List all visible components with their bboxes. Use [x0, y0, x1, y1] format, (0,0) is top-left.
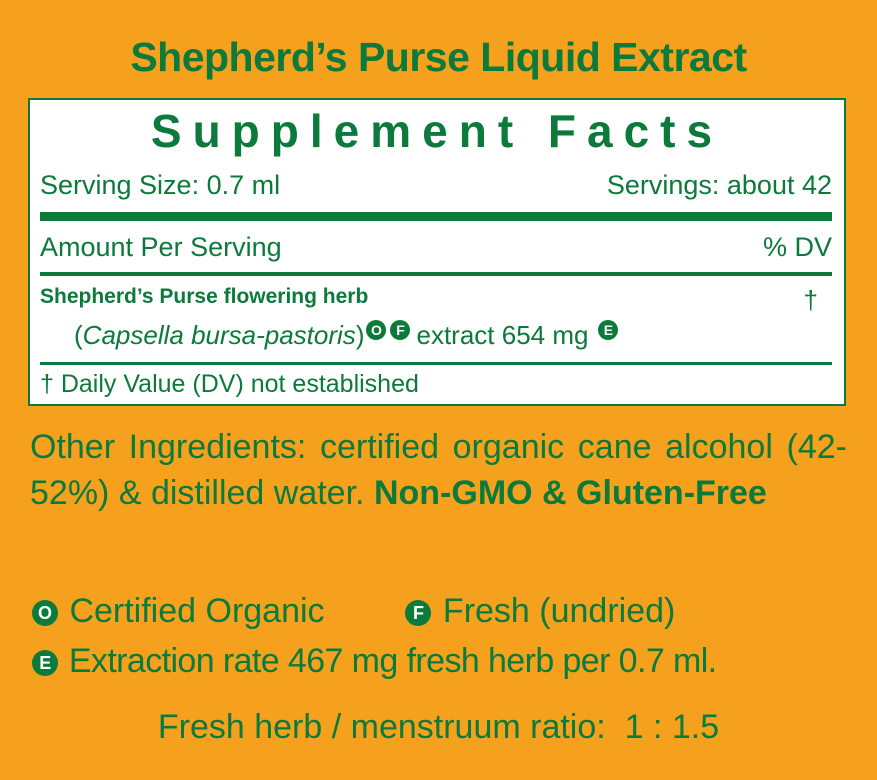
dv-header: % DV — [762, 232, 832, 262]
legend-row-2: E Extraction rate 467 mg fresh herb per … — [30, 642, 717, 681]
herb-menstruum-ratio: Fresh herb / menstruum ratio: 1 : 1.5 — [157, 708, 720, 746]
fresh-icon: F — [405, 600, 432, 627]
non-gmo-statement: Non-GMO & Gluten-Free — [373, 474, 767, 512]
fresh-icon: F — [390, 320, 411, 340]
ingredient-name: Shepherd’s Purse flowering herb — [40, 285, 369, 308]
divider — [40, 362, 832, 365]
extraction-icon: E — [32, 650, 58, 677]
amount-row: Amount Per Serving % DV — [40, 232, 832, 263]
thick-divider — [40, 212, 832, 221]
ingredient-latin: Capsella bursa-pastoris — [82, 320, 356, 350]
ingredient-row: Shepherd’s Purse flowering herb † — [40, 285, 832, 316]
other-ingredients-text: Other Ingredients: certified organic can… — [30, 428, 847, 512]
servings-per-container: Servings: about 42 — [606, 170, 832, 200]
divider — [40, 272, 832, 276]
serving-size: Serving Size: 0.7 ml — [40, 170, 281, 200]
organic-label: Certified Organic — [69, 592, 325, 630]
product-title: Shepherd’s Purse Liquid Extract — [130, 34, 747, 80]
legend-row-1: O Certified Organic F Fresh (undried) — [30, 592, 675, 631]
supplement-facts-heading: Supplement Facts — [150, 105, 724, 157]
serving-row: Serving Size: 0.7 ml Servings: about 42 — [40, 170, 832, 201]
dv-footnote: † Daily Value (DV) not established — [40, 370, 419, 398]
extraction-label: Extraction rate 467 mg fresh herb per 0.… — [68, 642, 717, 680]
supplement-facts-panel: Supplement Facts Serving Size: 0.7 ml Se… — [28, 98, 846, 406]
fresh-label: Fresh (undried) — [442, 592, 676, 630]
extraction-icon: E — [598, 320, 619, 340]
ingredient-detail: (Capsella bursa-pastoris) O F extract 65… — [74, 320, 832, 351]
organic-icon: O — [32, 600, 58, 627]
ingredient-amount: extract 654 mg — [416, 320, 589, 350]
organic-icon: O — [366, 320, 387, 340]
amount-per-serving: Amount Per Serving — [40, 232, 282, 262]
footnote-row: † Daily Value (DV) not established — [40, 370, 832, 399]
other-ingredients: Other Ingredients: certified organic can… — [30, 424, 847, 516]
ingredient-dv: † — [803, 285, 818, 315]
